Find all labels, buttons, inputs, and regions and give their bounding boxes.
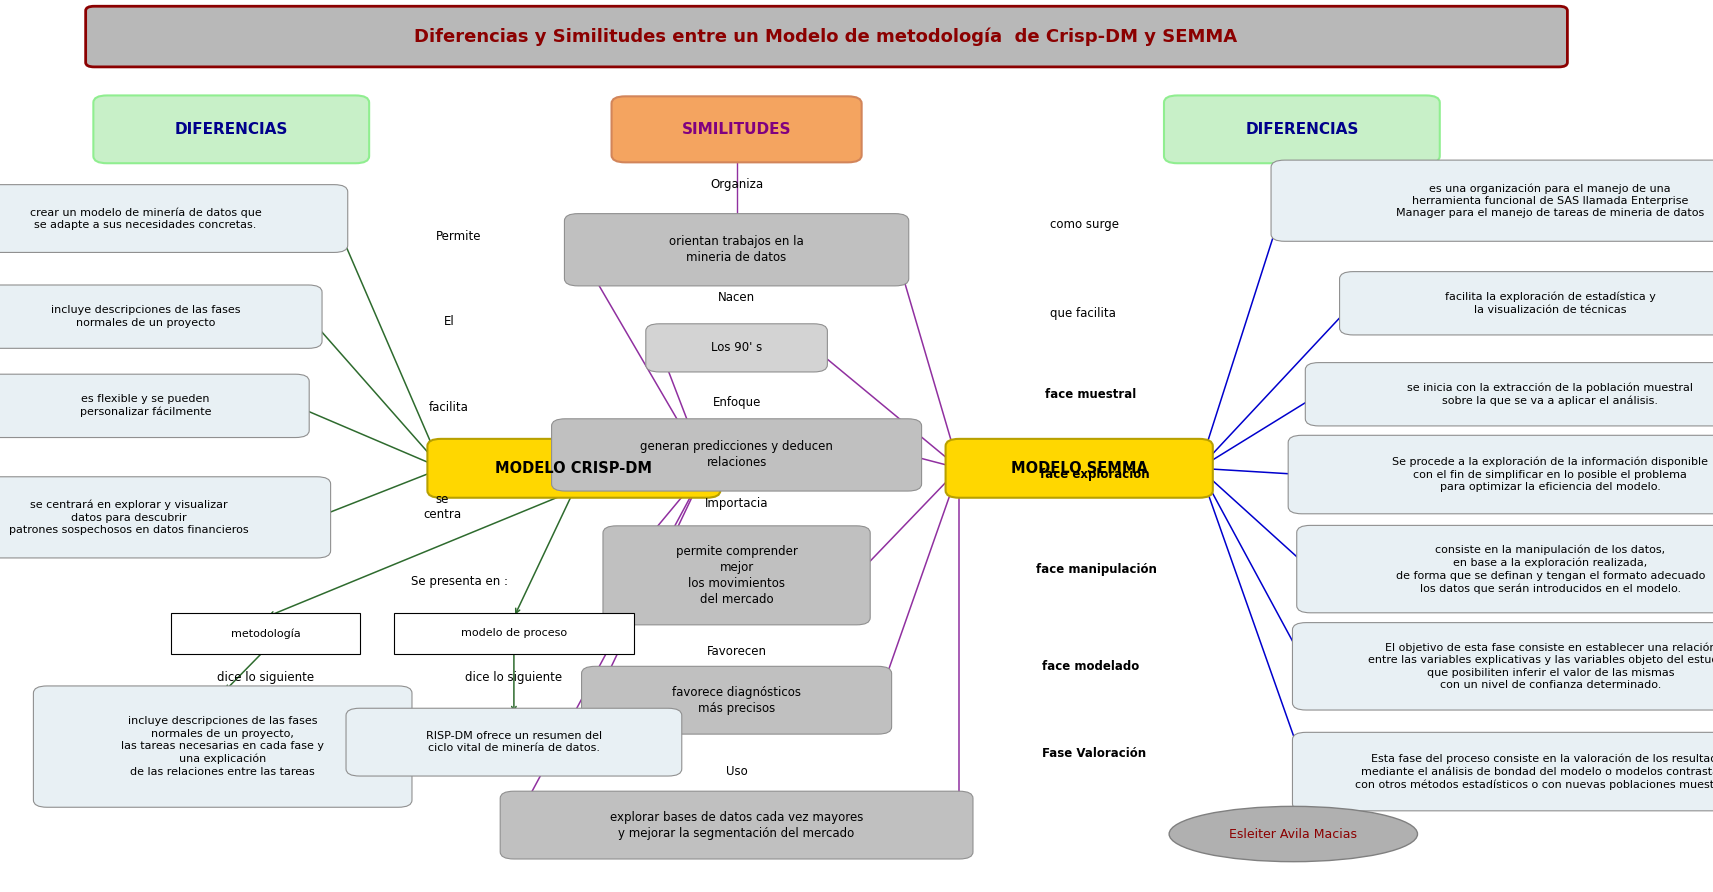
- Text: consiste en la manipulación de los datos,
en base a la exploración realizada,
de: consiste en la manipulación de los datos…: [1396, 545, 1704, 593]
- Text: metodología: metodología: [231, 628, 300, 639]
- Text: se
centra: se centra: [423, 492, 461, 521]
- Text: facilita: facilita: [428, 401, 469, 414]
- Text: SIMILITUDES: SIMILITUDES: [682, 122, 791, 136]
- Text: como surge: como surge: [1050, 219, 1119, 231]
- Text: Nacen: Nacen: [718, 291, 755, 303]
- Text: MODELO CRISP-DM: MODELO CRISP-DM: [495, 461, 653, 475]
- Text: generan predicciones y deducen
relaciones: generan predicciones y deducen relacione…: [641, 441, 833, 469]
- Text: Esta fase del proceso consiste en la valoración de los resultados
mediante el an: Esta fase del proceso consiste en la val…: [1355, 754, 1713, 789]
- FancyBboxPatch shape: [1165, 95, 1439, 163]
- Text: permite comprender
mejor
los movimientos
del mercado: permite comprender mejor los movimientos…: [675, 545, 798, 606]
- FancyBboxPatch shape: [500, 791, 973, 859]
- Text: Permite: Permite: [437, 230, 481, 243]
- FancyBboxPatch shape: [552, 419, 922, 491]
- FancyBboxPatch shape: [34, 686, 411, 807]
- Text: El objetivo de esta fase consiste en establecer una relación
entre las variables: El objetivo de esta fase consiste en est…: [1369, 642, 1713, 690]
- FancyBboxPatch shape: [946, 439, 1213, 498]
- FancyBboxPatch shape: [612, 96, 862, 162]
- FancyBboxPatch shape: [171, 613, 360, 654]
- Text: Diferencias y Similitudes entre un Modelo de metodología  de Crisp-DM y SEMMA: Diferencias y Similitudes entre un Model…: [415, 28, 1237, 45]
- FancyBboxPatch shape: [1293, 732, 1713, 811]
- Text: RISP-DM ofrece un resumen del
ciclo vital de minería de datos.: RISP-DM ofrece un resumen del ciclo vita…: [427, 731, 601, 754]
- FancyBboxPatch shape: [428, 439, 721, 498]
- Text: se inicia con la extracción de la población muestral
sobre la que se va a aplica: se inicia con la extracción de la poblac…: [1408, 383, 1692, 406]
- FancyBboxPatch shape: [0, 476, 331, 558]
- Text: El: El: [444, 315, 454, 327]
- Text: que facilita: que facilita: [1050, 308, 1115, 320]
- Text: dice lo siguiente: dice lo siguiente: [466, 672, 562, 684]
- Text: face muestral: face muestral: [1045, 388, 1136, 401]
- Text: Uso: Uso: [726, 765, 747, 778]
- FancyBboxPatch shape: [646, 324, 827, 372]
- Text: face exploracion: face exploracion: [1040, 468, 1149, 481]
- Text: crear un modelo de minería de datos que
se adapte a sus necesidades concretas.: crear un modelo de minería de datos que …: [29, 207, 262, 230]
- Text: incluye descripciones de las fases
normales de un proyecto: incluye descripciones de las fases norma…: [51, 305, 240, 328]
- Text: facilita la exploración de estadística y
la visualización de técnicas: facilita la exploración de estadística y…: [1444, 292, 1656, 315]
- FancyBboxPatch shape: [1288, 435, 1713, 514]
- Text: DIFERENCIAS: DIFERENCIAS: [175, 122, 288, 136]
- Text: es flexible y se pueden
personalizar fácilmente: es flexible y se pueden personalizar fác…: [81, 394, 211, 417]
- Text: Organiza: Organiza: [709, 178, 764, 191]
- Text: modelo de proceso: modelo de proceso: [461, 628, 567, 639]
- Text: Favorecen: Favorecen: [706, 645, 767, 657]
- FancyBboxPatch shape: [603, 526, 870, 624]
- Text: explorar bases de datos cada vez mayores
y mejorar la segmentación del mercado: explorar bases de datos cada vez mayores…: [610, 811, 863, 839]
- FancyBboxPatch shape: [1293, 623, 1713, 710]
- Text: dice lo siguiente: dice lo siguiente: [218, 672, 313, 684]
- Text: face manipulación: face manipulación: [1036, 563, 1158, 575]
- FancyBboxPatch shape: [394, 613, 634, 654]
- Text: favorece diagnósticos
más precisos: favorece diagnósticos más precisos: [671, 686, 802, 714]
- FancyBboxPatch shape: [94, 95, 370, 163]
- FancyBboxPatch shape: [565, 214, 908, 285]
- Text: se centrará en explorar y visualizar
datos para descubrir
patrones sospechosos e: se centrará en explorar y visualizar dat…: [9, 500, 248, 535]
- Text: Se presenta en :: Se presenta en :: [411, 575, 507, 588]
- FancyBboxPatch shape: [1305, 362, 1713, 425]
- Text: orientan trabajos en la
mineria de datos: orientan trabajos en la mineria de datos: [670, 235, 803, 264]
- FancyBboxPatch shape: [0, 185, 348, 252]
- FancyBboxPatch shape: [581, 666, 891, 734]
- Text: es una organización para el manejo de una
herramienta funcional de SAS llamada E: es una organización para el manejo de un…: [1396, 183, 1704, 219]
- Text: incluye descripciones de las fases
normales de un proyecto,
las tareas necesaria: incluye descripciones de las fases norma…: [122, 716, 324, 777]
- Text: Los 90' s: Los 90' s: [711, 342, 762, 354]
- FancyBboxPatch shape: [1297, 525, 1713, 613]
- Text: face modelado: face modelado: [1042, 660, 1139, 673]
- Text: Fase Valoración: Fase Valoración: [1042, 747, 1146, 760]
- Text: Enfoque: Enfoque: [713, 396, 761, 409]
- FancyBboxPatch shape: [0, 375, 310, 437]
- FancyBboxPatch shape: [1271, 161, 1713, 241]
- Text: Importacia: Importacia: [704, 498, 769, 510]
- Text: DIFERENCIAS: DIFERENCIAS: [1245, 122, 1358, 136]
- Ellipse shape: [1168, 806, 1418, 862]
- Text: Se procede a la exploración de la información disponible
con el fin de simplific: Se procede a la exploración de la inform…: [1393, 457, 1708, 492]
- FancyBboxPatch shape: [0, 285, 322, 348]
- FancyBboxPatch shape: [86, 6, 1567, 67]
- FancyBboxPatch shape: [346, 708, 682, 776]
- Text: Esleiter Avila Macias: Esleiter Avila Macias: [1230, 828, 1357, 840]
- FancyBboxPatch shape: [1340, 271, 1713, 334]
- Text: MODELO SEMMA: MODELO SEMMA: [1011, 461, 1148, 475]
